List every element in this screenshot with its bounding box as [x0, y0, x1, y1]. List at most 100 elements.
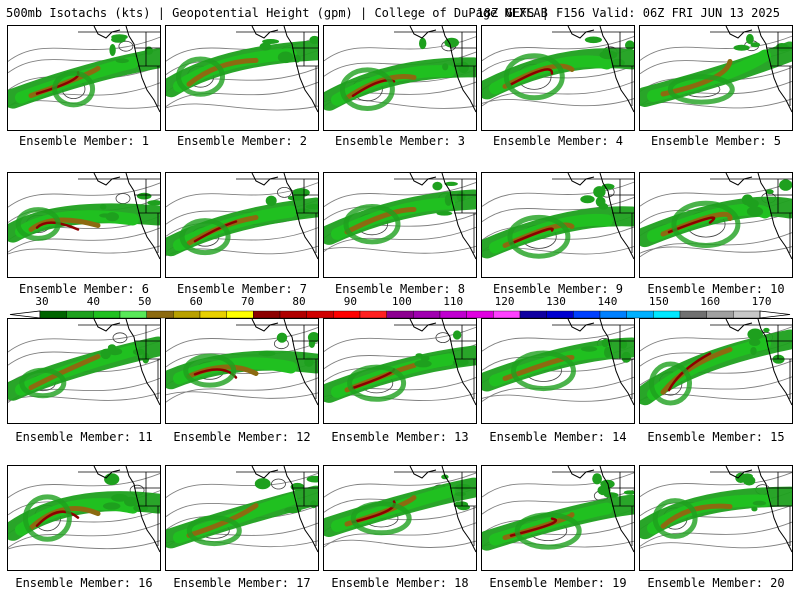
height-contour [640, 540, 792, 549]
isotach-patch [415, 353, 423, 358]
member-map-panel [481, 25, 635, 131]
colorbar-tick-label: 150 [648, 295, 669, 308]
isotach-patch [254, 478, 271, 490]
low-wind-band [22, 494, 72, 542]
member-map-panel [165, 465, 319, 571]
isotach-patch [115, 58, 129, 64]
member-map-panel [481, 318, 635, 424]
map-plot [640, 26, 792, 113]
low-wind-band [347, 364, 407, 402]
height-contour [8, 227, 160, 253]
isotach-patch [741, 194, 754, 206]
jet-max [193, 220, 238, 243]
coastline [725, 26, 753, 39]
isotach-patch [109, 44, 116, 56]
height-contour [482, 326, 634, 352]
colorbar-swatch [306, 310, 334, 319]
colorbar-swatch [493, 310, 521, 319]
low-wind-band [350, 501, 412, 536]
isotach-patch [452, 358, 469, 366]
isotach-patch [749, 338, 761, 346]
colorbar-swatch [413, 310, 441, 319]
member-map-panel [323, 172, 477, 278]
member-map-panel [323, 465, 477, 571]
low-wind-band [183, 353, 237, 388]
isotach-patch [305, 204, 318, 210]
border-line [710, 324, 792, 399]
chart-header: 500mb Isotachs (kts) | Geopotential Heig… [6, 3, 794, 23]
member-map-panel [165, 318, 319, 424]
member-map-panel [639, 318, 793, 424]
isotach-patch [111, 494, 129, 502]
border-line [394, 324, 476, 399]
isotach-patch [580, 346, 598, 352]
jet-max [667, 216, 716, 234]
member-caption: Ensemble Member: 7 [176, 282, 308, 296]
isotach-patch [444, 181, 458, 186]
closed-low-contour [277, 186, 292, 198]
member-map-panel [639, 25, 793, 131]
border-line [78, 471, 160, 546]
border-line [236, 471, 318, 546]
isotach-patch [779, 179, 792, 191]
isotach-patch [259, 42, 272, 51]
coastline [567, 319, 595, 332]
colorbar-tick-label: 130 [546, 295, 566, 308]
colorbar-tick-labels: 30 40 50 60 70 80 90 100 110 120 130 140 150 160 170 [0, 296, 800, 308]
height-contour [166, 326, 318, 353]
coastline [567, 173, 595, 186]
coastline [409, 26, 437, 39]
member-map-panel [7, 172, 161, 278]
isotach-patch [304, 357, 314, 367]
isotach-patch [746, 206, 764, 217]
isotach-patch [592, 473, 602, 485]
coastline [725, 319, 753, 332]
colorbar-swatch [599, 310, 627, 319]
border-line [78, 324, 160, 399]
border-line [710, 31, 792, 106]
closed-low-contour [271, 478, 286, 490]
colorbar-tick-label: 60 [189, 295, 203, 308]
member-caption: Ensemble Member: 18 [331, 576, 469, 590]
isotach-patch [99, 204, 107, 210]
low-wind-band [186, 515, 242, 547]
height-contour [482, 472, 634, 498]
isotach-patch [611, 58, 625, 67]
jet-band-core [344, 206, 417, 235]
member-caption: Ensemble Member: 9 [492, 282, 624, 296]
jet-band-core [660, 347, 733, 395]
closed-low-contour [115, 193, 131, 204]
coastline [93, 466, 121, 479]
colorbar-low-arrow [9, 310, 41, 319]
isotach-patch [290, 482, 305, 491]
coastline [93, 173, 121, 186]
member-map-panel [7, 25, 161, 131]
isotach-patch [132, 348, 145, 356]
height-contour [324, 326, 476, 352]
isotach-patch [750, 42, 761, 48]
isotach-patch [265, 195, 277, 206]
colorbar-swatch [519, 310, 547, 319]
member-map-panel [323, 25, 477, 131]
coastline [409, 319, 437, 332]
height-contour [8, 182, 160, 208]
colorbar-tick-label: 70 [240, 295, 255, 308]
run-valid-time: 18Z GEFS | F156 Valid: 06Z FRI JUN 13 20… [476, 6, 780, 20]
coastline [251, 466, 279, 479]
isotach-patch [601, 338, 609, 348]
height-contour [8, 327, 160, 353]
colorbar-swatch [173, 310, 201, 319]
colorbar-swatch [546, 310, 574, 319]
colorbar-swatches [9, 310, 791, 319]
low-wind-band [671, 200, 741, 249]
height-contour [8, 522, 160, 549]
height-contour [8, 36, 160, 62]
height-contour [640, 246, 792, 254]
isotach-patch [752, 500, 767, 506]
isotach-patch [147, 200, 160, 206]
border-line [78, 31, 160, 106]
isotach-patch [584, 36, 602, 44]
isotach-patch [746, 33, 754, 45]
isotach-patch [580, 195, 595, 204]
colorbar-swatch [653, 310, 681, 319]
